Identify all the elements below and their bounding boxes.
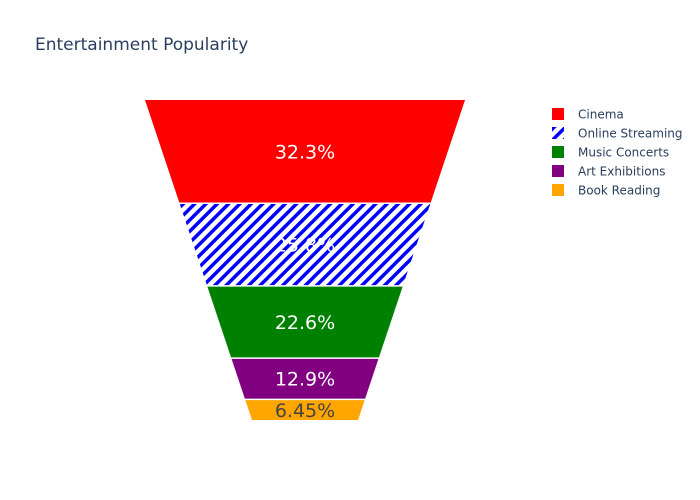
segment-percent-label: 32.3% bbox=[275, 141, 335, 163]
chart-title: Entertainment Popularity bbox=[35, 35, 248, 55]
legend-item-art-exhibitions[interactable]: Art Exhibitions bbox=[552, 165, 665, 179]
segment-percent-label: 6.45% bbox=[275, 400, 335, 422]
legend-item-book-reading[interactable]: Book Reading bbox=[552, 184, 660, 198]
segment-percent-label: 22.6% bbox=[275, 312, 335, 334]
segment-percent-label: 12.9% bbox=[275, 369, 335, 391]
funnel-segment-music-concerts[interactable] bbox=[207, 286, 403, 358]
segment-percent-label: 25.8% bbox=[275, 235, 335, 257]
funnel-segment-art-exhibitions[interactable] bbox=[231, 358, 379, 399]
legend-label: Book Reading bbox=[578, 184, 660, 198]
legend-item-online-streaming[interactable]: Online Streaming bbox=[552, 127, 683, 141]
funnel-segment-online-streaming[interactable] bbox=[179, 204, 431, 286]
legend-swatch bbox=[552, 108, 564, 120]
funnel-segments: 32.3% 25.8% 22.6% 12.9% 6.45% bbox=[145, 100, 465, 422]
funnel-segment-book-reading[interactable] bbox=[245, 400, 365, 420]
funnel-segment-cinema[interactable] bbox=[145, 100, 465, 203]
legend-label: Online Streaming bbox=[578, 127, 683, 141]
legend-label: Cinema bbox=[578, 108, 624, 122]
legend-swatch bbox=[552, 127, 564, 139]
legend-swatch bbox=[552, 165, 564, 177]
legend-label: Art Exhibitions bbox=[578, 165, 665, 179]
legend: Cinema Online Streaming Music Concerts Art … bbox=[552, 108, 683, 198]
legend-label: Music Concerts bbox=[578, 146, 669, 160]
legend-swatch bbox=[552, 146, 564, 158]
legend-swatch bbox=[552, 184, 564, 196]
legend-item-music-concerts[interactable]: Music Concerts bbox=[552, 146, 669, 160]
legend-item-cinema[interactable]: Cinema bbox=[552, 108, 624, 122]
